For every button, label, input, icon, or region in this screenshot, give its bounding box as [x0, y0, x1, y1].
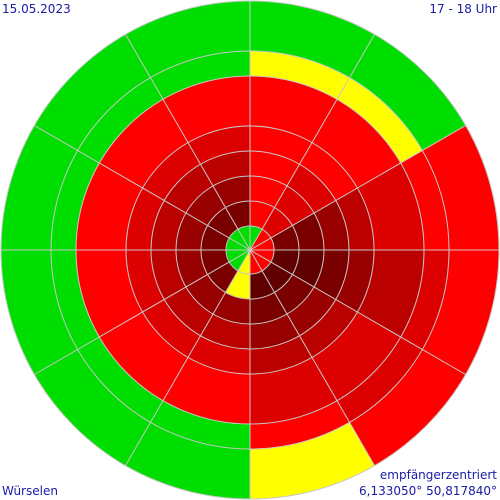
- location-label: Würselen: [2, 484, 58, 498]
- grid-spoke: [249, 249, 375, 466]
- grid-spoke: [125, 34, 251, 251]
- grid-spoke: [249, 34, 375, 251]
- date-label: 15.05.2023: [2, 2, 71, 16]
- mode-label: empfängerzentriert: [379, 468, 497, 482]
- grid-spoke: [34, 249, 251, 375]
- coordinates-label: 6,133050° 50,817840°: [359, 484, 497, 498]
- grid-spoke: [34, 125, 251, 251]
- time-range-label: 17 - 18 Uhr: [429, 2, 497, 16]
- grid-spoke: [249, 125, 466, 251]
- grid-spoke: [249, 249, 466, 375]
- grid-spoke: [125, 249, 251, 466]
